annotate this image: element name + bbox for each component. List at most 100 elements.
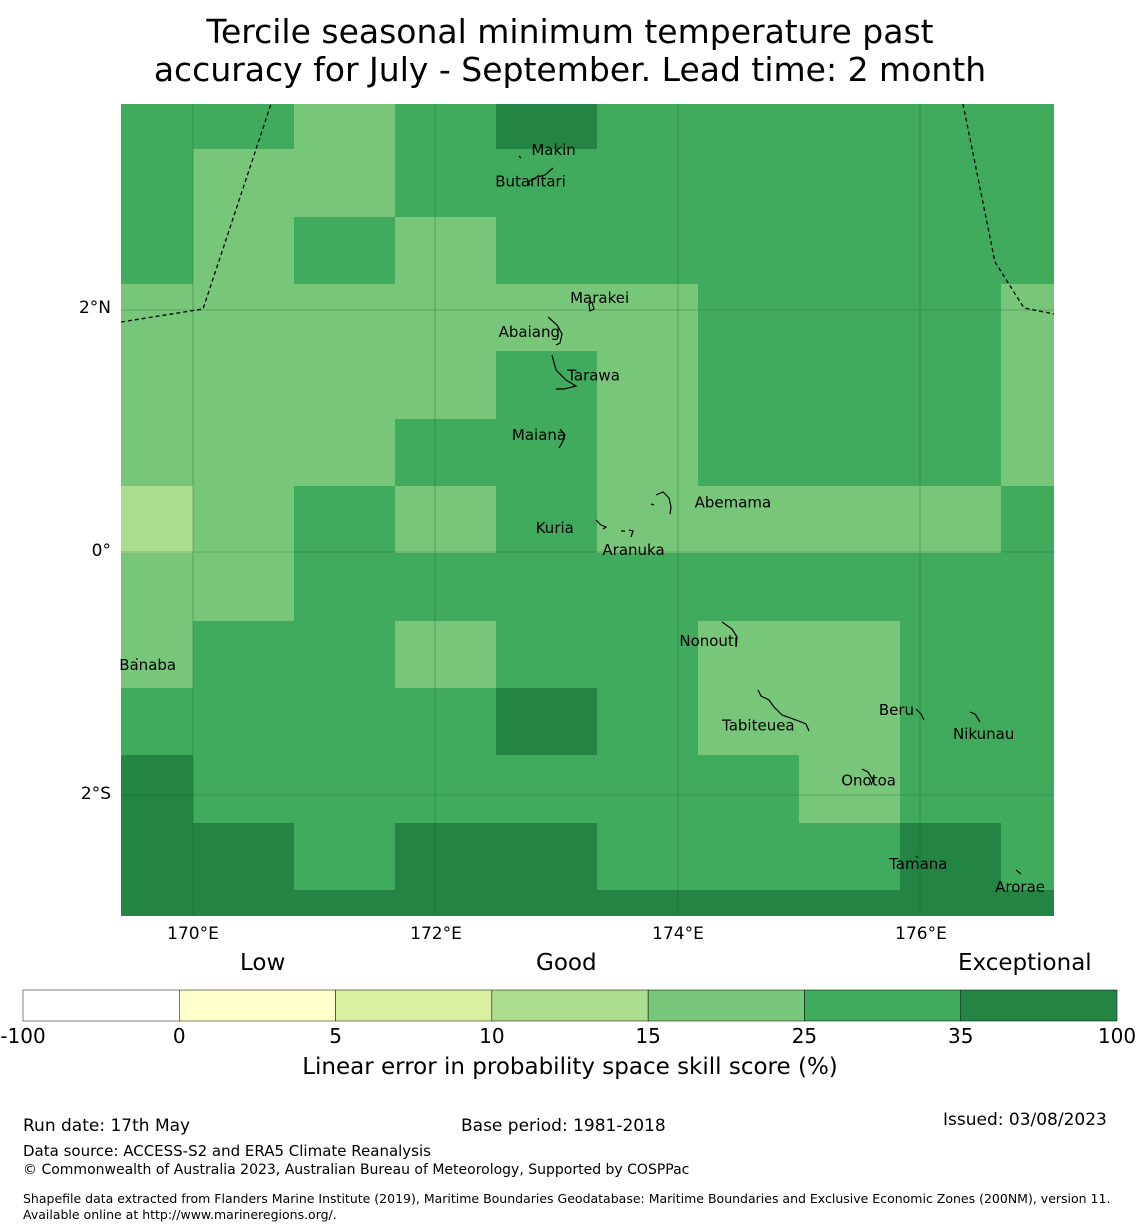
category-low: Low: [240, 950, 286, 976]
skill-cell: [1001, 621, 1054, 688]
lon-label-172e: 172°E: [410, 924, 462, 944]
skill-cell: [799, 284, 900, 351]
colorbar-swatch: [960, 989, 1118, 1022]
colorbar-swatch: [491, 989, 649, 1022]
skill-cell: [294, 104, 395, 149]
skill-cell: [294, 621, 395, 688]
skill-cell: [395, 553, 496, 621]
colorbar-swatch: [179, 989, 336, 1022]
place-label-nikunau: Nikunau: [953, 725, 1014, 743]
category-good: Good: [536, 950, 597, 976]
skill-cell: [900, 217, 1001, 284]
colorbar-swatch: [804, 989, 961, 1022]
skill-cell: [294, 149, 395, 217]
colorbar-swatch: [335, 989, 493, 1022]
skill-cell: [799, 823, 900, 890]
skill-cell: [698, 553, 799, 621]
skill-cell: [496, 553, 597, 621]
island-tarawa-shape: [551, 354, 578, 390]
place-label-marakei: Marakei: [570, 289, 629, 307]
skill-cell: [1001, 486, 1054, 553]
skill-cell: [121, 486, 193, 553]
skill-cell: [193, 419, 294, 486]
skill-cell: [597, 553, 698, 621]
skill-cell: [1001, 149, 1054, 217]
skill-cell: [294, 486, 395, 553]
skill-cell: [900, 621, 1001, 688]
place-label-butaritari: Butaritari: [495, 173, 566, 191]
place-label-banaba: Banaba: [119, 656, 176, 674]
skill-cell: [395, 104, 496, 149]
skill-cell: [597, 621, 698, 688]
skill-cell: [496, 688, 597, 755]
skill-cell: [698, 890, 799, 916]
skill-cell: [193, 149, 294, 217]
skill-cell: [395, 149, 496, 217]
island-tabiteuea-shape: [757, 689, 810, 732]
skill-cell: [799, 217, 900, 284]
island-abaiang-shape: [547, 316, 563, 346]
skill-cell: [1001, 553, 1054, 621]
island-onotoa-shape: [861, 768, 874, 786]
skill-cell: [900, 104, 1001, 149]
data-source: Data source: ACCESS-S2 and ERA5 Climate …: [23, 1142, 431, 1160]
skill-cell: [395, 351, 496, 419]
skill-cell: [799, 890, 900, 916]
skill-cell: [395, 688, 496, 755]
place-label-tarawa: Tarawa: [566, 366, 620, 384]
place-label-kuria: Kuria: [536, 519, 574, 537]
skill-cell: [496, 149, 597, 217]
skill-cell: [698, 688, 799, 755]
skill-cell: [900, 486, 1001, 553]
place-label-arorae: Arorae: [995, 878, 1045, 896]
skill-cell: [698, 217, 799, 284]
island-beru-shape: [915, 708, 925, 721]
island-kuria-shape: [595, 519, 634, 538]
skill-cell: [698, 486, 799, 553]
skill-cell: [193, 104, 294, 149]
lat-label-0: 0°: [91, 541, 111, 561]
skill-cell: [698, 351, 799, 419]
lon-label-170e: 170°E: [167, 924, 219, 944]
skill-cell: [597, 149, 698, 217]
skill-cell: [900, 284, 1001, 351]
skill-cell: [395, 419, 496, 486]
island-marakei-shape: [588, 301, 595, 312]
colorbar-tick: 5: [329, 1024, 342, 1048]
skill-cell: [496, 823, 597, 890]
copyright: © Commonwealth of Australia 2023, Austra…: [23, 1162, 690, 1178]
colorbar-tick: 15: [635, 1024, 661, 1048]
run-date: Run date: 17th May: [23, 1116, 191, 1136]
skill-cell: [1001, 419, 1054, 486]
skill-cell: [900, 149, 1001, 217]
skill-cell: [1001, 351, 1054, 419]
colorbar-swatch: [22, 989, 180, 1022]
skill-cell: [496, 351, 597, 419]
place-label-onotoa: Onotoa: [841, 771, 896, 789]
colorbar-tick: 35: [947, 1024, 974, 1048]
skill-cell: [395, 486, 496, 553]
skill-cell: [294, 688, 395, 755]
colorbar-label: Linear error in probability space skill …: [302, 1054, 838, 1080]
map-title-line-1: Tercile seasonal minimum temperature pas…: [206, 12, 934, 51]
skill-cell: [193, 621, 294, 688]
island-maiana-shape: [558, 428, 566, 449]
base-period: Base period: 1981-2018: [461, 1116, 666, 1136]
skill-cell: [294, 419, 395, 486]
skill-cell: [193, 755, 294, 823]
island-makin-shape: [518, 155, 522, 159]
skill-cell: [193, 486, 294, 553]
skill-cell: [121, 688, 193, 755]
eez-boundary-right: [962, 103, 1055, 315]
skill-cell: [193, 217, 294, 284]
skill-cell: [799, 419, 900, 486]
skill-cell: [597, 890, 698, 916]
skill-cell: [799, 553, 900, 621]
skill-cell: [193, 688, 294, 755]
colorbar-swatch: [647, 989, 805, 1022]
skill-cell: [294, 217, 395, 284]
skill-cell: [294, 351, 395, 419]
skill-cell: [597, 823, 698, 890]
skill-cell: [1001, 755, 1054, 823]
skill-cell: [121, 755, 193, 823]
